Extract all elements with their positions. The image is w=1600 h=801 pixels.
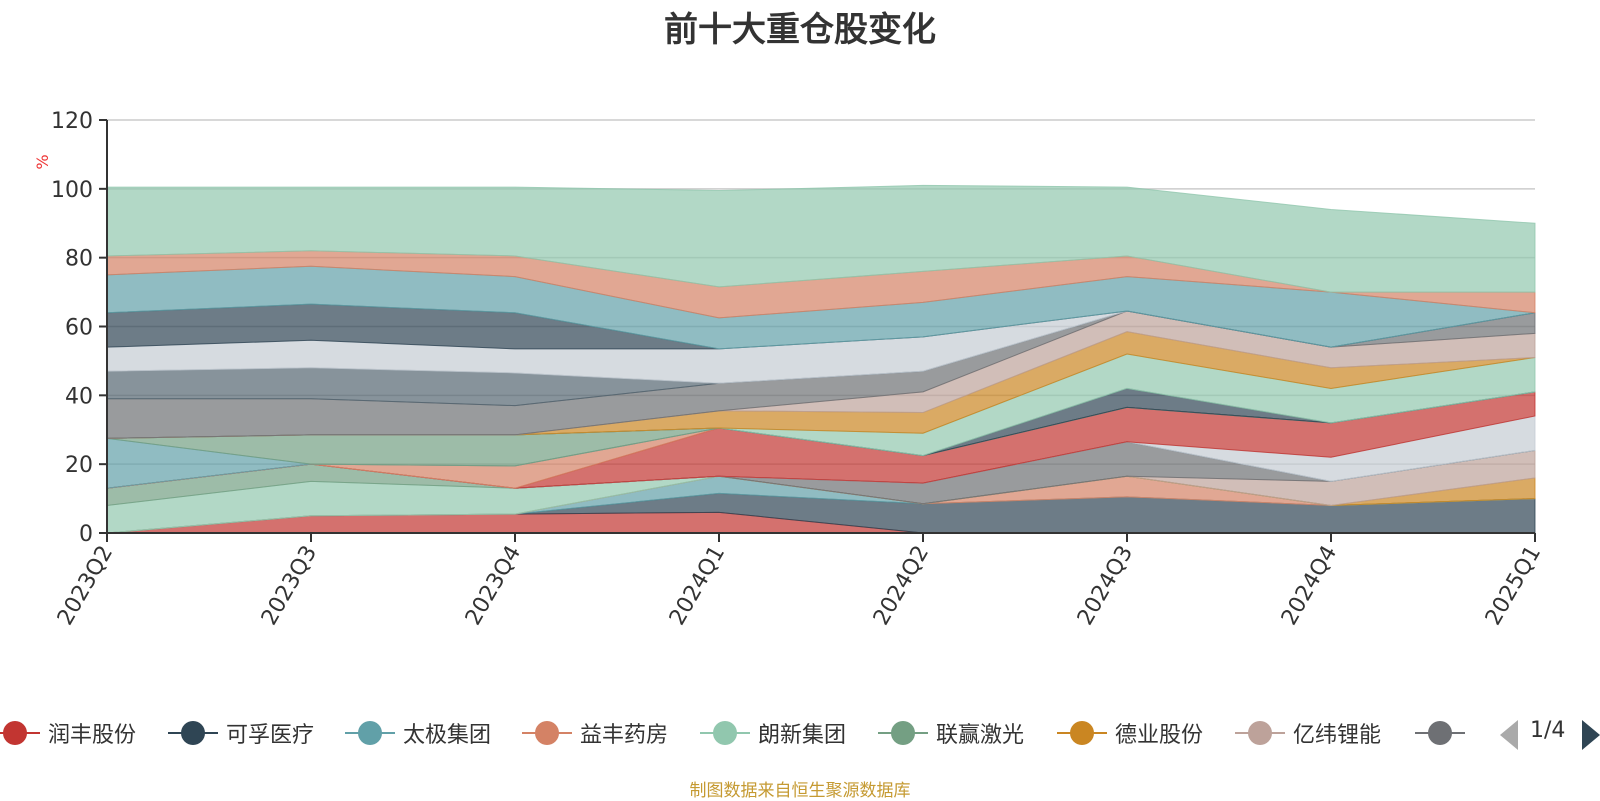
y-axis-tick-label: 0 [79, 522, 93, 547]
area-series-25 [106, 184, 1536, 293]
legend-next-page-icon[interactable] [1582, 720, 1600, 750]
area-series-layer [106, 184, 1536, 534]
stacked-area-chart: 0 20 40 60 80 100 120% 2023Q2 2023Q3 2023Q4 2024Q1… [33, 109, 1546, 630]
y-axis-tick-label: 60 [65, 316, 93, 341]
legend-item[interactable]: 润丰股份 [0, 708, 136, 758]
legend-marker-icon [345, 708, 395, 758]
legend-item[interactable]: 联赢激光 [878, 708, 1024, 758]
legend-item[interactable]: 亿纬锂能 [1235, 708, 1381, 758]
legend-marker-icon [522, 708, 572, 758]
legend-label: 德业股份 [1115, 723, 1204, 748]
legend-marker-icon [878, 708, 928, 758]
legend-label: 联赢激光 [936, 723, 1025, 748]
x-axis-tick-label: 2024Q1 [665, 542, 730, 630]
legend-marker-icon [168, 708, 218, 758]
legend-pager: 1/4 [1500, 718, 1600, 752]
y-axis-label: % [33, 154, 52, 169]
legend-item[interactable]: 朗新集团 [700, 708, 846, 758]
legend-marker-icon [0, 708, 40, 758]
legend-label: 朗新集团 [758, 723, 847, 748]
y-axis-tick-label: 120 [51, 109, 93, 134]
y-axis-tick-label: 20 [65, 453, 93, 478]
legend-item[interactable]: 可孚医疗 [168, 708, 314, 758]
x-axis-tick-label: 2024Q3 [1073, 542, 1138, 630]
chart-title: 前十大重仓股变化 [664, 10, 936, 50]
legend-page-indicator: 1/4 [1530, 718, 1566, 743]
legend-item[interactable] [1415, 708, 1465, 758]
legend-label: 润丰股份 [48, 723, 137, 748]
legend-label: 可孚医疗 [226, 723, 315, 748]
legend: 润丰股份 可孚医疗 太极集团 益丰药房 朗新集团 联赢激光 德业股份 亿纬锂能 1/4 [0, 708, 1600, 760]
legend-marker-icon [1057, 708, 1107, 758]
legend-items: 润丰股份 可孚医疗 太极集团 益丰药房 朗新集团 联赢激光 德业股份 亿纬锂能 [0, 708, 1475, 760]
legend-marker-icon [1235, 708, 1285, 758]
legend-marker-icon [1415, 708, 1465, 758]
legend-item[interactable]: 益丰药房 [522, 708, 668, 758]
x-axis-tick-label: 2023Q3 [257, 542, 322, 630]
legend-prev-page-icon[interactable] [1500, 720, 1518, 750]
y-axis-tick-label: 40 [65, 384, 93, 409]
x-axis-tick-label: 2024Q2 [869, 542, 934, 630]
legend-item[interactable]: 太极集团 [345, 708, 491, 758]
legend-label: 太极集团 [403, 723, 492, 748]
x-axis-tick-label: 2023Q2 [53, 542, 118, 630]
legend-marker-icon [700, 708, 750, 758]
x-axis-tick-label: 2024Q4 [1277, 542, 1342, 630]
x-axis-tick-label: 2025Q1 [1481, 542, 1546, 630]
y-axis-tick-label: 100 [51, 178, 93, 203]
legend-label: 亿纬锂能 [1293, 723, 1382, 748]
x-axis-tick-label: 2023Q4 [461, 542, 526, 630]
legend-label: 益丰药房 [580, 723, 669, 748]
y-axis-tick-label: 80 [65, 247, 93, 272]
source-note: 制图数据来自恒生聚源数据库 [689, 781, 911, 801]
legend-item[interactable]: 德业股份 [1057, 708, 1203, 758]
